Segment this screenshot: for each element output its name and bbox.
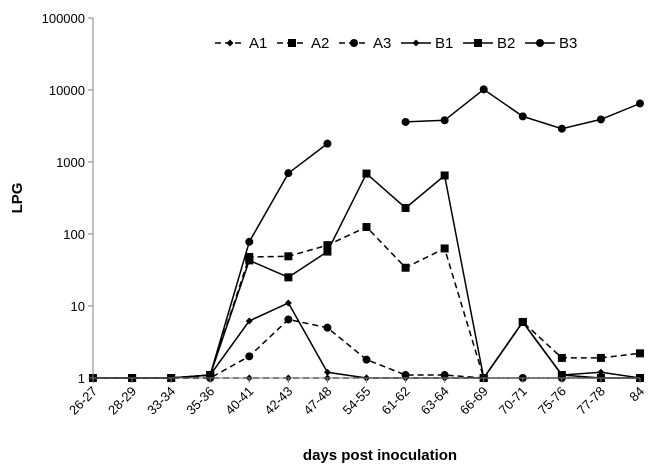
legend-marker — [288, 39, 296, 47]
data-point — [401, 117, 410, 126]
legend: A1 A2 A3 B1 B2 B3 — [215, 35, 577, 52]
data-point — [323, 368, 331, 376]
x-axis: 26-27 28-29 33-34 35-36 40-41 42-43 47-48 54-55… — [66, 377, 647, 418]
y-tick-label: 100000 — [42, 11, 85, 26]
x-tick-label: 28-29 — [105, 384, 139, 418]
x-tick-label: 66-69 — [457, 384, 491, 418]
x-tick-label: 33-34 — [144, 384, 178, 418]
data-point — [323, 323, 332, 332]
x-tick-label: 54-55 — [340, 384, 374, 418]
x-tick-label: 70-71 — [496, 384, 530, 418]
y-tick-label: 10000 — [49, 83, 85, 98]
data-point — [557, 353, 566, 362]
series-b2 — [89, 169, 644, 382]
legend-item-a3: A3 — [339, 35, 391, 52]
data-point — [479, 85, 488, 94]
data-point — [518, 317, 527, 326]
legend-item-a2: A2 — [277, 35, 329, 52]
x-tick-label: 75-76 — [535, 384, 569, 418]
data-point — [284, 315, 293, 324]
data-point — [401, 263, 410, 272]
data-point — [284, 273, 293, 282]
legend-item-b2: B2 — [463, 35, 515, 52]
series-line — [93, 172, 640, 380]
data-point — [362, 169, 371, 178]
y-tick-label: 100 — [63, 227, 85, 242]
data-point — [284, 169, 293, 178]
x-tick-label: 77-78 — [574, 384, 608, 418]
legend-marker — [412, 39, 420, 47]
legend-label: B3 — [559, 35, 577, 52]
data-point — [596, 353, 605, 362]
legend-label: A1 — [249, 35, 267, 52]
data-point — [245, 352, 254, 361]
legend-marker — [226, 39, 234, 47]
x-tick-label: 35-36 — [183, 384, 217, 418]
data-point — [362, 355, 371, 364]
data-point — [557, 124, 566, 133]
plot-area — [89, 85, 644, 382]
data-point — [245, 256, 254, 265]
x-axis-title: days post inoculation — [303, 447, 457, 464]
data-point — [323, 139, 332, 148]
series-b3 — [89, 85, 644, 382]
y-axis: 1 10 100 1000 10000 100000 — [42, 11, 94, 386]
data-point — [557, 371, 566, 380]
data-point — [596, 115, 605, 124]
data-point — [245, 237, 254, 246]
data-point — [518, 112, 527, 121]
legend-marker — [474, 39, 482, 47]
data-point — [284, 299, 292, 307]
legend-label: B2 — [497, 35, 515, 52]
x-tick-label: 61-62 — [379, 384, 413, 418]
data-point — [401, 203, 410, 212]
series-line — [93, 302, 641, 379]
legend-item-a1: A1 — [215, 35, 267, 52]
data-point — [284, 252, 293, 261]
x-tick-label: 63-64 — [418, 384, 452, 418]
y-tick-label: 10 — [71, 299, 85, 314]
legend-label: B1 — [435, 35, 453, 52]
data-point — [206, 371, 215, 380]
legend-item-b3: B3 — [525, 35, 577, 52]
data-point — [636, 99, 644, 108]
data-point — [636, 349, 644, 358]
x-tick-label: 26-27 — [66, 384, 100, 418]
y-axis-title: LPG — [9, 183, 26, 214]
x-tick-label: 40-41 — [222, 384, 256, 418]
data-point — [323, 241, 332, 250]
y-tick-label: 1 — [78, 371, 85, 386]
legend-label: A3 — [373, 35, 391, 52]
x-tick-label: 84 — [626, 384, 647, 405]
series-line — [93, 88, 641, 379]
data-point — [245, 317, 253, 325]
y-tick-label: 1000 — [56, 155, 85, 170]
legend-label: A2 — [311, 35, 329, 52]
data-point — [440, 244, 449, 253]
legend-marker — [536, 39, 544, 47]
legend-marker — [350, 39, 358, 47]
legend-item-b1: B1 — [401, 35, 453, 52]
data-point — [440, 171, 449, 180]
data-point — [323, 247, 332, 256]
data-point — [362, 223, 371, 232]
data-point — [440, 116, 449, 125]
x-tick-label: 47-48 — [300, 384, 334, 418]
x-tick-label: 42-43 — [261, 384, 295, 418]
series-b1 — [89, 299, 644, 382]
